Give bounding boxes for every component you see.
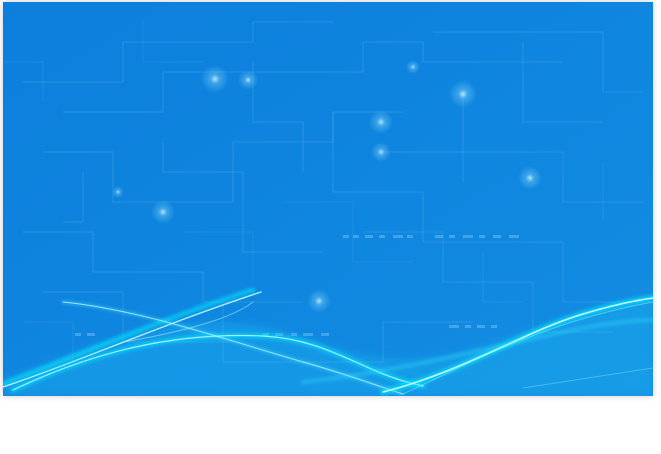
circuit-dots	[75, 235, 519, 336]
wave-glow	[3, 298, 653, 396]
light-waves	[3, 287, 653, 396]
glow-nodes	[112, 60, 542, 313]
background-artwork	[3, 2, 653, 396]
tech-background-panel	[3, 2, 653, 396]
circuit-lines-faint	[3, 22, 604, 362]
